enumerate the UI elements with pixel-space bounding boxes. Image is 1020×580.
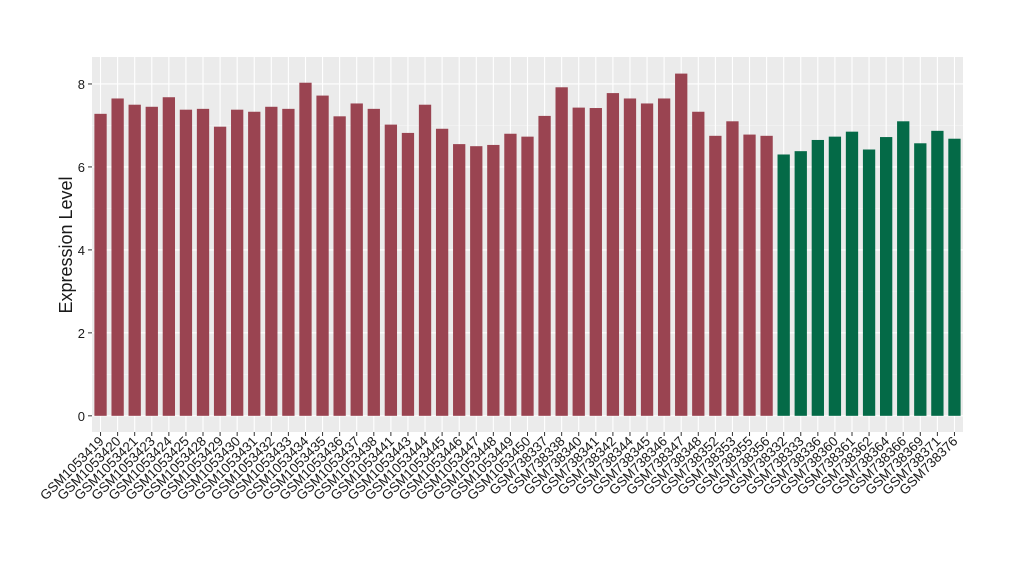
y-tick-label: 6 bbox=[78, 160, 85, 175]
bar bbox=[111, 98, 124, 416]
bar bbox=[897, 121, 910, 416]
bar bbox=[640, 103, 654, 416]
bar bbox=[521, 136, 534, 416]
bar bbox=[316, 95, 329, 416]
bar bbox=[435, 128, 449, 416]
bar bbox=[657, 98, 671, 416]
bar bbox=[453, 144, 466, 416]
bar bbox=[811, 139, 824, 416]
bar bbox=[179, 109, 193, 416]
bar bbox=[914, 143, 927, 416]
y-axis-title: Expression Level bbox=[56, 176, 76, 313]
bar bbox=[504, 133, 517, 416]
bar bbox=[333, 116, 346, 416]
bar bbox=[145, 106, 158, 416]
bar bbox=[948, 138, 961, 416]
bar bbox=[623, 98, 637, 416]
bar bbox=[538, 115, 551, 416]
bar bbox=[794, 151, 807, 416]
bar bbox=[350, 103, 363, 416]
bar bbox=[777, 154, 790, 416]
bar bbox=[248, 111, 261, 416]
bar bbox=[401, 132, 415, 416]
bar bbox=[606, 93, 620, 416]
bar bbox=[487, 144, 500, 416]
bar bbox=[231, 109, 244, 416]
bar bbox=[572, 107, 585, 416]
bar bbox=[743, 134, 756, 416]
bar bbox=[162, 97, 176, 416]
bar bbox=[265, 106, 278, 416]
bar bbox=[418, 104, 432, 416]
bar bbox=[675, 73, 688, 416]
y-tick-label: 8 bbox=[78, 77, 85, 92]
bar bbox=[845, 131, 859, 416]
bar bbox=[931, 130, 944, 416]
bar bbox=[692, 111, 705, 416]
y-tick-label: 4 bbox=[78, 243, 85, 258]
bar bbox=[760, 135, 773, 416]
bar bbox=[470, 146, 483, 416]
bar bbox=[384, 124, 398, 416]
bar bbox=[128, 104, 141, 416]
bar bbox=[196, 108, 210, 416]
bar bbox=[589, 108, 602, 416]
bar bbox=[862, 149, 876, 416]
bar bbox=[879, 137, 893, 416]
y-tick-label: 2 bbox=[78, 326, 85, 341]
bar bbox=[282, 108, 295, 416]
y-tick-label: 0 bbox=[78, 409, 85, 424]
bar bbox=[709, 135, 722, 416]
bar bbox=[299, 82, 312, 416]
bar bbox=[828, 136, 842, 416]
bar bbox=[726, 121, 739, 416]
bar bbox=[367, 108, 380, 416]
bar bbox=[555, 87, 568, 416]
bar bbox=[94, 113, 107, 416]
bar bbox=[213, 126, 227, 416]
